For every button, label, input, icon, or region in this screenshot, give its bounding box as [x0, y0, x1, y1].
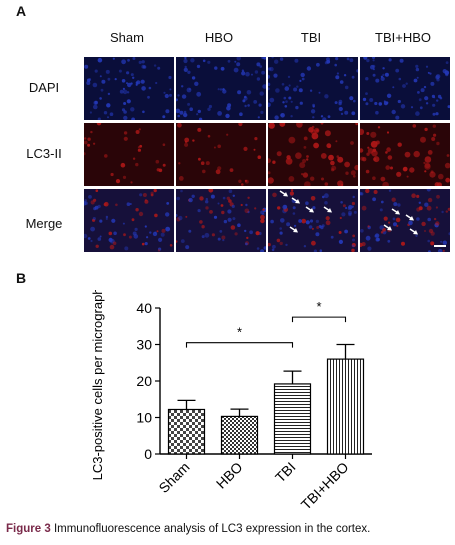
figure-label: Figure 3: [6, 523, 51, 535]
figure-caption: Figure 3 Immunofluorescence analysis of …: [6, 523, 370, 535]
y-axis-label: LC3-positive cells per micrograph (%): [90, 290, 105, 480]
arrow-marker-icon: [409, 228, 418, 235]
micrograph-merge-tbi-hbo: [360, 189, 450, 252]
micrograph-merge-tbi: [268, 189, 358, 252]
x-tick-label-tbi-hbo: TBI+HBO: [298, 459, 352, 513]
micrograph-lc3-ii-sham: [84, 123, 174, 186]
micrograph-dapi-sham: [84, 57, 174, 120]
scale-bar: [434, 245, 446, 247]
arrow-marker-icon: [289, 226, 298, 233]
significance-bracket: [185, 342, 294, 348]
micrograph-dapi-hbo: [176, 57, 266, 120]
bar-tbi-hbo: [326, 358, 365, 455]
row-label-dapi: DAPI: [28, 80, 60, 95]
caption-text: Immunofluorescence analysis of LC3 expre…: [53, 523, 371, 535]
column-label-tbi: TBI: [300, 30, 322, 45]
column-label-sham: Sham: [110, 30, 144, 45]
bar-chart: LC3-positive cells per micrograph (%) 0 1…: [90, 290, 372, 513]
significance-label: *: [237, 325, 242, 340]
bar-tbi: [273, 383, 312, 455]
row-label-lc3: LC3-II: [26, 146, 62, 161]
arrow-marker-icon: [291, 197, 300, 204]
arrow-marker-icon: [305, 206, 314, 213]
micrograph-merge-sham: [84, 189, 174, 252]
x-tick-label-hbo: HBO: [213, 459, 246, 492]
arrow-marker-icon: [383, 224, 392, 231]
x-tick-label-tbi: TBI: [272, 459, 299, 486]
arrow-marker-icon: [391, 208, 400, 215]
bar-sham: [167, 408, 206, 455]
micrograph-lc3-ii-tbi-hbo: [360, 123, 450, 186]
arrow-marker-icon: [405, 214, 414, 221]
y-tick-label: 20: [136, 373, 152, 389]
micrograph-lc3-ii-hbo: [176, 123, 266, 186]
y-tick-label: 40: [136, 300, 152, 316]
arrow-marker-icon: [279, 190, 288, 197]
y-tick-label: 0: [144, 446, 152, 462]
micrograph-dapi-tbi: [268, 57, 358, 120]
micrograph-merge-hbo: [176, 189, 266, 252]
arrow-marker-icon: [323, 206, 332, 213]
panel-a-letter: A: [16, 3, 27, 19]
significance-bracket: [291, 316, 347, 323]
panel-b-letter: B: [16, 270, 27, 286]
bar-hbo: [220, 415, 259, 455]
significance-label: *: [316, 299, 321, 314]
micrograph-lc3-ii-tbi: [268, 123, 358, 186]
micrograph-dapi-tbi-hbo: [360, 57, 450, 120]
row-label-merge: Merge: [25, 216, 63, 231]
x-tick-label-sham: Sham: [155, 459, 192, 496]
column-label-tbi-hbo: TBI+HBO: [375, 30, 431, 45]
column-label-hbo: HBO: [204, 30, 234, 45]
y-tick-label: 30: [136, 337, 152, 353]
y-tick-label: 10: [136, 410, 152, 426]
